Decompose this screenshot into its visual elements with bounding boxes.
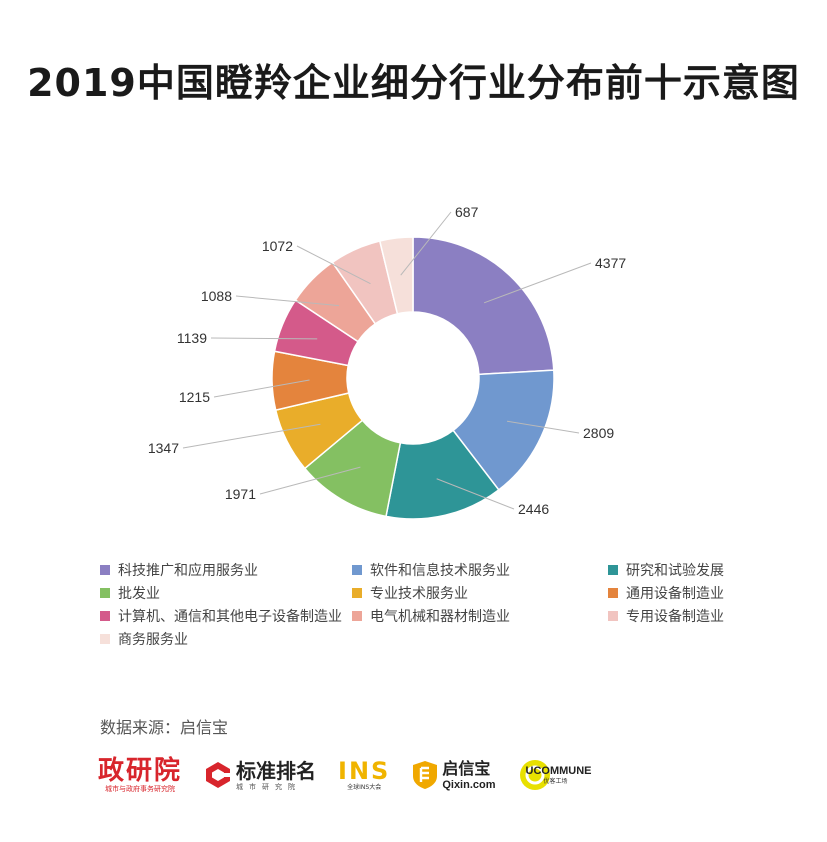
data-label: 2446 bbox=[518, 501, 549, 517]
donut-slice bbox=[412, 236, 555, 376]
legend-swatch bbox=[352, 587, 362, 598]
leader-line bbox=[436, 478, 515, 510]
chart-legend: 科技推广和应用服务业 软件和信息技术服务业 研究和试验发展批发业 专业技术服务业 通用设… bbox=[100, 560, 760, 648]
biaozhun-paiming-logo: 标准排名 城市研究院 bbox=[204, 759, 316, 792]
data-label: 1088 bbox=[201, 288, 232, 304]
legend-swatch bbox=[352, 564, 362, 575]
leader-line bbox=[213, 379, 310, 398]
leader-line bbox=[400, 211, 452, 276]
legend-item: 计算机、通信和其他电子设备制造业 bbox=[100, 606, 352, 625]
legend-label: 科技推广和应用服务业 bbox=[118, 562, 258, 579]
ins-logo-text: INS bbox=[338, 757, 391, 785]
qixinbao-logo: 启信宝 Qixin.com bbox=[412, 759, 496, 791]
biaozhun-paiming-mark-icon bbox=[206, 762, 231, 788]
ucommune-circle-icon bbox=[519, 760, 550, 790]
qixinbao-shield-icon bbox=[413, 761, 438, 789]
donut-chart: 4377 2809 2446 1971 1347 1215 1139 1088 1072 687 bbox=[148, 204, 626, 520]
data-label: 2809 bbox=[583, 425, 614, 441]
biaozhun-paiming-logo-subtext: 城市研究院 bbox=[236, 782, 302, 791]
legend-label: 通用设备制造业 bbox=[626, 585, 724, 602]
chart-title: 2019中国瞪羚企业细分行业分布前十示意图 bbox=[27, 61, 800, 105]
qixinbao-logo-text: 启信宝 bbox=[442, 759, 491, 778]
legend-label: 软件和信息技术服务业 bbox=[370, 562, 510, 579]
legend-label: 商务服务业 bbox=[118, 631, 188, 648]
ins-logo: INS 全球INS大会 bbox=[338, 758, 390, 792]
data-label: 1215 bbox=[179, 389, 210, 405]
legend-swatch bbox=[608, 564, 618, 575]
data-label: 1971 bbox=[225, 486, 256, 502]
biaozhun-paiming-logo-text: 标准排名 bbox=[236, 758, 317, 783]
legend-swatch bbox=[608, 587, 618, 598]
legend-label: 专用设备制造业 bbox=[626, 608, 724, 625]
legend-label: 计算机、通信和其他电子设备制造业 bbox=[118, 608, 342, 625]
data-label: 1072 bbox=[262, 238, 293, 254]
legend-item: 软件和信息技术服务业 bbox=[352, 560, 608, 579]
legend-item: 电气机械和器材制造业 bbox=[352, 606, 608, 625]
legend-item: 商务服务业 bbox=[100, 629, 352, 648]
leader-line bbox=[210, 337, 318, 340]
zhengyanyuan-logo-subtext: 城市与政府事务研究院 bbox=[105, 784, 175, 793]
legend-swatch bbox=[100, 564, 110, 575]
legend-label: 批发业 bbox=[118, 585, 160, 602]
ucommune-logo-subtext: 优客工场 bbox=[543, 777, 568, 785]
leader-line bbox=[182, 423, 321, 449]
legend-swatch bbox=[100, 587, 110, 598]
logo-bar: 政研院 城市与政府事务研究院 标准排名 城市研究院 INS 全球INS大会 启信… bbox=[98, 752, 614, 798]
ucommune-logo: UCOMMUNE 优客工场 bbox=[518, 758, 592, 792]
legend-item: 研究和试验发展 bbox=[608, 560, 760, 579]
legend-label: 电气机械和器材制造业 bbox=[370, 608, 510, 625]
leader-line bbox=[235, 295, 340, 307]
legend-item: 科技推广和应用服务业 bbox=[100, 560, 352, 579]
zhengyanyuan-logo-text: 政研院 bbox=[98, 755, 183, 786]
legend-swatch bbox=[100, 633, 110, 644]
data-label: 4377 bbox=[595, 255, 626, 271]
legend-item: 批发业 bbox=[100, 583, 352, 602]
donut-slice bbox=[378, 236, 414, 315]
legend-item: 专用设备制造业 bbox=[608, 606, 760, 625]
legend-item: 通用设备制造业 bbox=[608, 583, 760, 602]
ucommune-logo-text: UCOMMUNE bbox=[525, 764, 592, 777]
ins-logo-subtext: 全球INS大会 bbox=[347, 784, 382, 791]
data-label: 687 bbox=[455, 204, 479, 220]
legend-item: 专业技术服务业 bbox=[352, 583, 608, 602]
legend-swatch bbox=[352, 610, 362, 621]
leader-line bbox=[259, 466, 361, 495]
data-label: 1347 bbox=[148, 440, 179, 456]
data-source: 数据来源：启信宝 bbox=[100, 718, 229, 737]
legend-label: 研究和试验发展 bbox=[626, 562, 724, 579]
data-label: 1139 bbox=[177, 330, 207, 346]
leader-line bbox=[483, 262, 592, 304]
zhengyanyuan-logo: 政研院 城市与政府事务研究院 bbox=[98, 757, 182, 794]
leader-line bbox=[296, 245, 371, 285]
leader-line bbox=[506, 420, 580, 434]
legend-label: 专业技术服务业 bbox=[370, 585, 468, 602]
legend-swatch bbox=[100, 610, 110, 621]
legend-swatch bbox=[608, 610, 618, 621]
qixinbao-logo-subtext: Qixin.com bbox=[442, 779, 496, 791]
